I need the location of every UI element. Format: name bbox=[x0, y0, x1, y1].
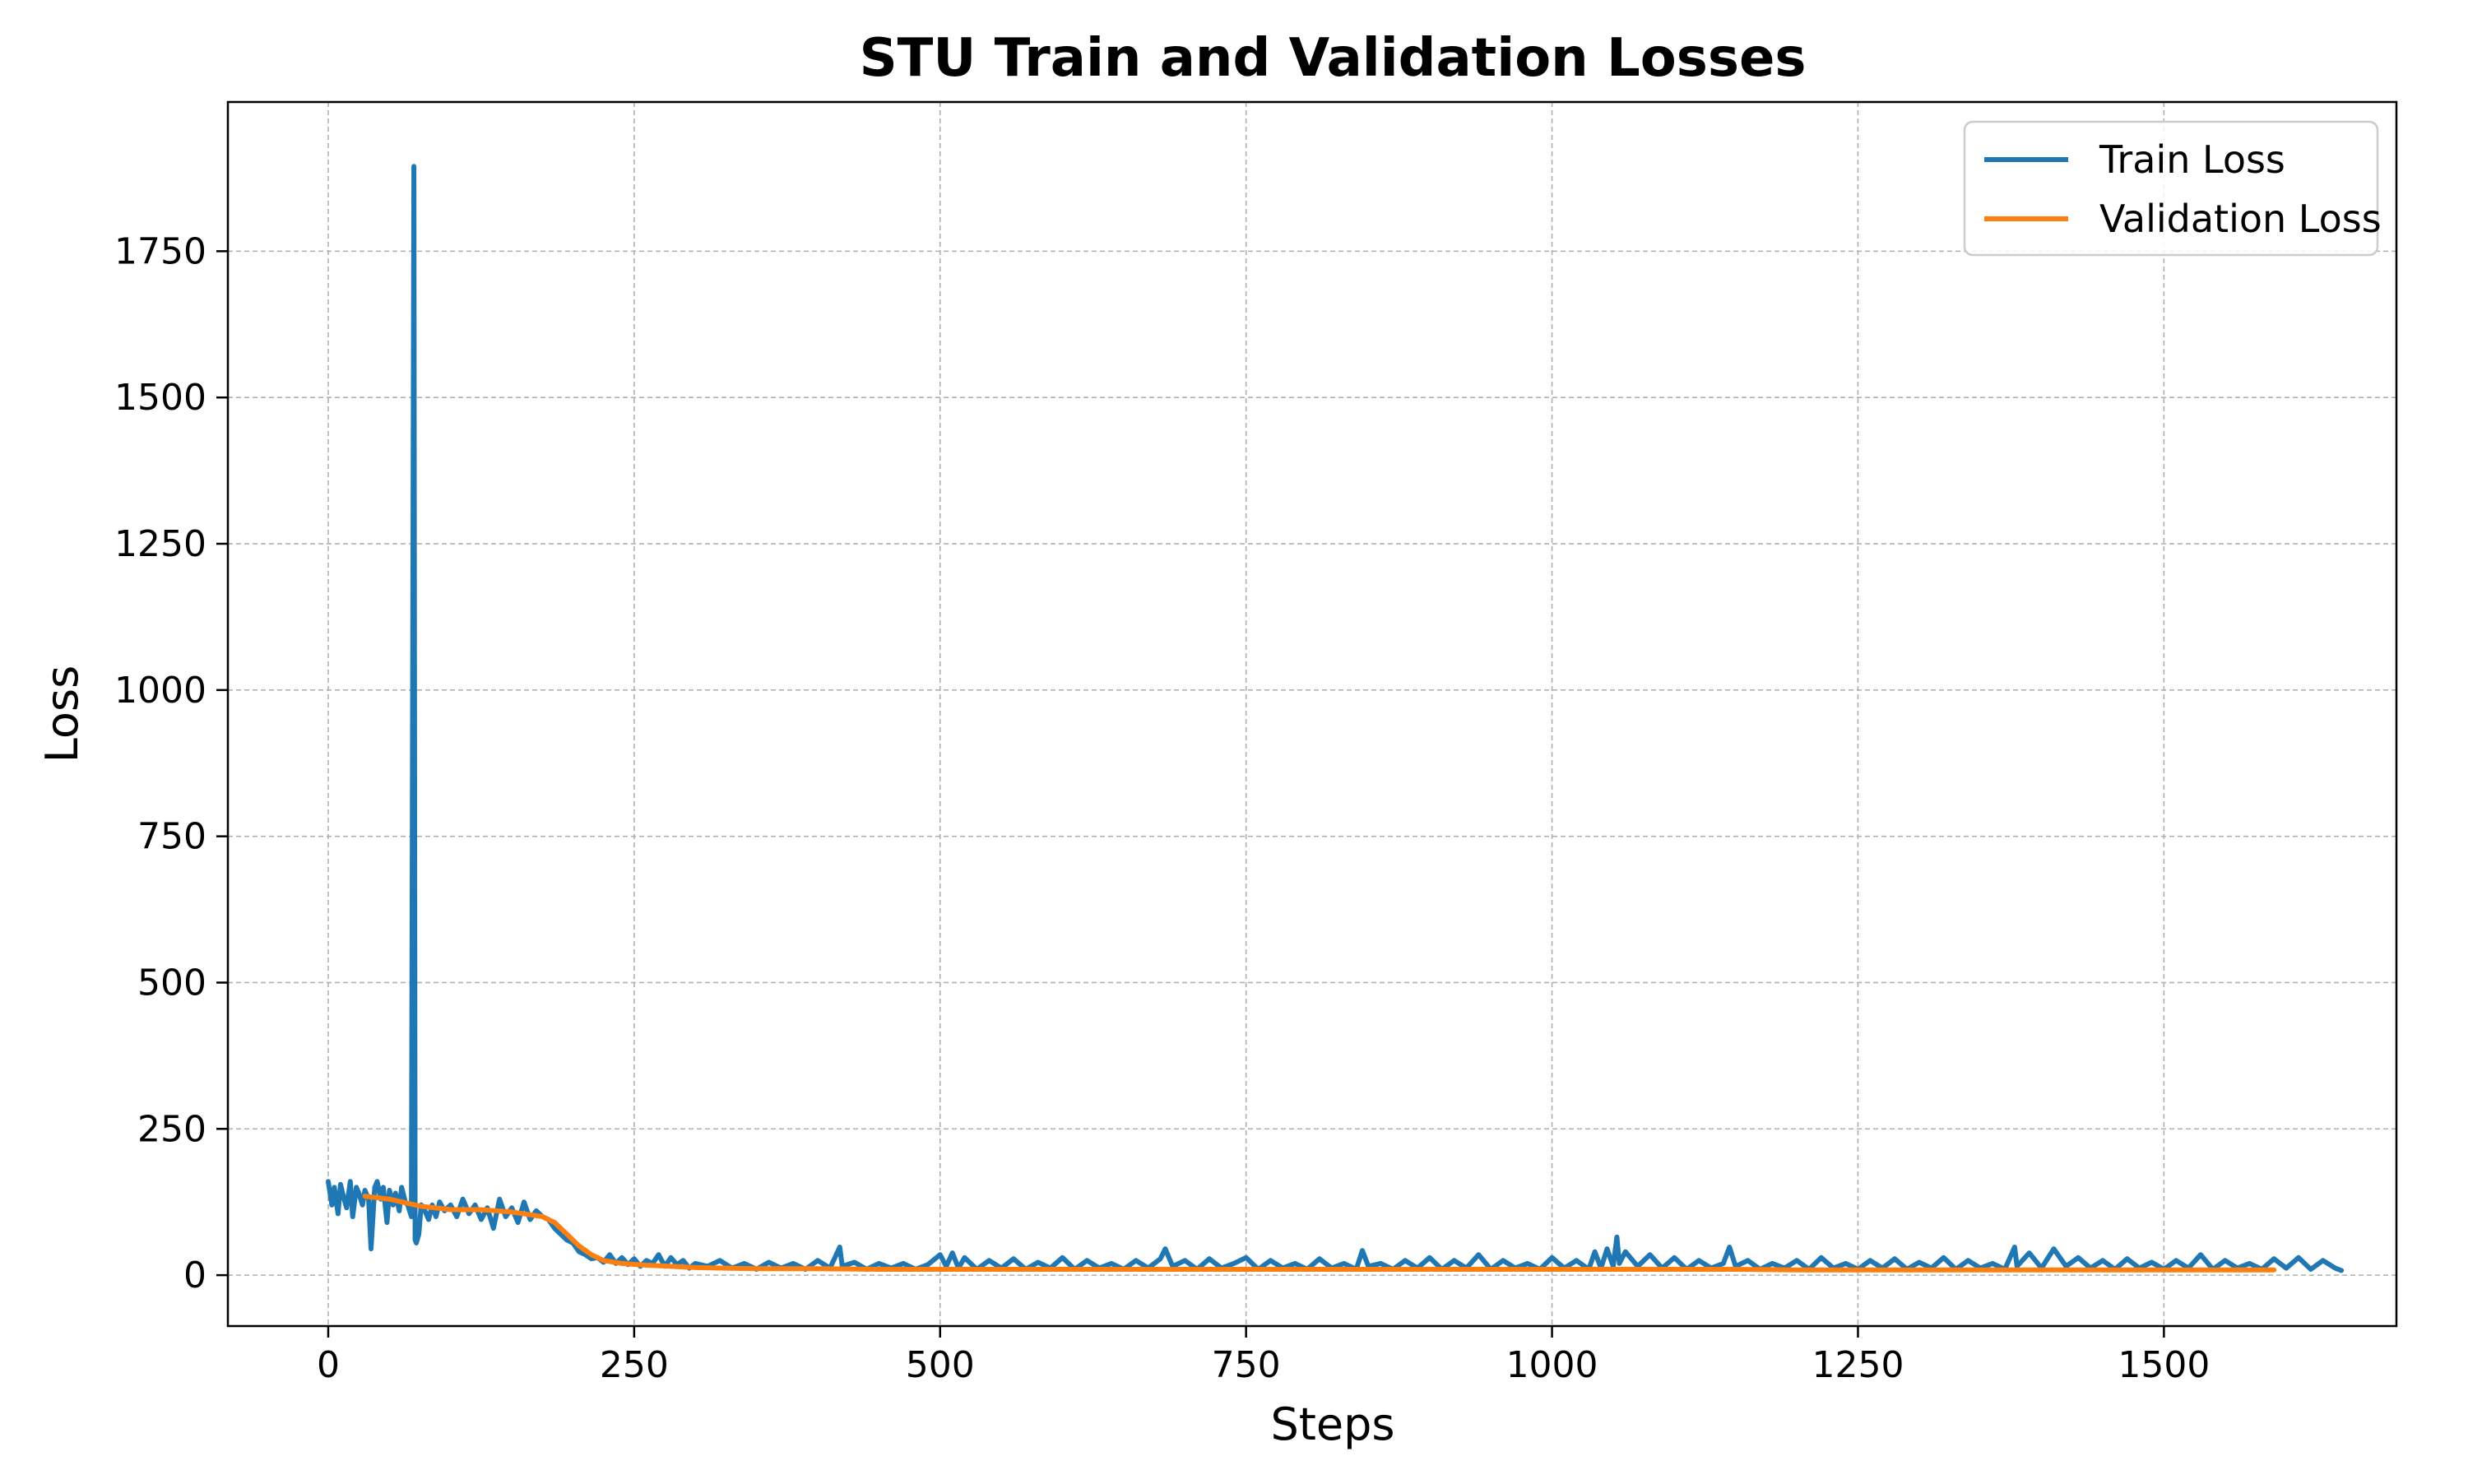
y-tick-label: 1000 bbox=[114, 670, 206, 712]
y-tick-label: 250 bbox=[137, 1108, 206, 1150]
x-tick-label: 750 bbox=[1212, 1344, 1281, 1386]
chart-legend: Train Loss Validation Loss bbox=[1963, 120, 2382, 257]
x-tick-label: 250 bbox=[600, 1344, 669, 1386]
x-tick-label: 1000 bbox=[1506, 1344, 1598, 1386]
legend-label: Train Loss bbox=[2099, 137, 2285, 182]
y-tick-label: 0 bbox=[183, 1254, 206, 1296]
plot-frame bbox=[226, 100, 2398, 1328]
y-tick-label: 500 bbox=[137, 962, 206, 1004]
y-tick-label: 750 bbox=[137, 816, 206, 858]
x-axis-ticks: 0 250 500 750 1000 1250 1500 bbox=[317, 1326, 2210, 1386]
series-layer bbox=[326, 164, 2345, 1273]
chart-title: STU Train and Validation Losses bbox=[860, 28, 1807, 89]
y-tick-label: 1250 bbox=[114, 523, 206, 565]
y-axis-ticks: 0 250 500 750 1000 1250 1500 1750 bbox=[114, 230, 228, 1296]
x-axis-label: Steps bbox=[1270, 1398, 1394, 1450]
legend-box bbox=[1963, 120, 2379, 257]
x-tick-label: 1250 bbox=[1812, 1344, 1904, 1386]
grid-lines bbox=[228, 102, 2396, 1326]
y-tick-label: 1500 bbox=[114, 377, 206, 419]
legend-label: Validation Loss bbox=[2099, 197, 2382, 241]
x-tick-label: 0 bbox=[317, 1344, 340, 1386]
y-tick-label: 1750 bbox=[114, 230, 206, 272]
series-line-validation-loss bbox=[362, 1194, 2277, 1273]
x-tick-label: 500 bbox=[906, 1344, 975, 1386]
x-tick-label: 1500 bbox=[2118, 1344, 2210, 1386]
y-axis-label: Loss bbox=[36, 665, 88, 763]
